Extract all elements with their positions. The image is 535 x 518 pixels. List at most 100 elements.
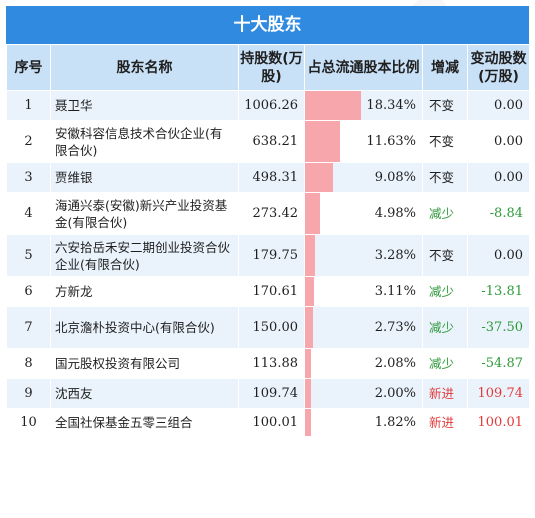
header-shares: 持股数(万股)	[238, 44, 305, 91]
table-row: 7 北京澹朴投资中心(有限合伙) 150.00 2.73% 减少 -37.50	[6, 306, 530, 349]
row-delta: 0.00	[467, 120, 530, 163]
row-change: 减少	[422, 276, 468, 307]
row-ratio: 2.00%	[374, 386, 416, 401]
row-ratio-cell: 18.34%	[304, 90, 423, 121]
row-change: 不变	[422, 162, 468, 193]
table-title: 十大股东	[6, 6, 529, 44]
row-delta: 0.00	[467, 162, 530, 193]
row-index: 9	[6, 378, 51, 409]
row-index: 5	[6, 234, 51, 277]
row-index: 1	[6, 90, 51, 121]
header-row: 序号 股东名称 持股数(万股) 占总流通股本比例 增减 变动股数(万股)	[6, 44, 530, 91]
table-row: 1 聂卫华 1006.26 18.34% 不变 0.00	[6, 90, 530, 121]
table-body: 1 聂卫华 1006.26 18.34% 不变 0.00 2 安徽科容信息技术合伙企业(有限合…	[6, 90, 530, 437]
row-delta: 109.74	[467, 378, 530, 409]
row-index: 6	[6, 276, 51, 307]
row-delta: 0.00	[467, 90, 530, 121]
table-row: 9 沈西友 109.74 2.00% 新进 109.74	[6, 378, 530, 409]
row-ratio-cell: 9.08%	[304, 162, 423, 193]
row-index: 4	[6, 192, 51, 235]
row-shares: 179.75	[238, 234, 305, 277]
row-ratio: 4.98%	[374, 206, 416, 221]
row-ratio-cell: 4.98%	[304, 192, 423, 235]
row-holder-name: 贾维银	[50, 162, 239, 193]
header-index: 序号	[6, 44, 51, 91]
header-ratio: 占总流通股本比例	[304, 44, 423, 91]
ratio-bar	[305, 121, 341, 162]
row-holder-name: 国元股权投资有限公司	[50, 348, 239, 379]
row-ratio-cell: 11.63%	[304, 120, 423, 163]
row-change: 新进	[422, 378, 468, 409]
row-delta: -8.84	[467, 192, 530, 235]
row-shares: 638.21	[238, 120, 305, 163]
row-holder-name: 六安拾岳禾安二期创业投资合伙企业(有限合伙)	[50, 234, 239, 277]
table-row: 3 贾维银 498.31 9.08% 不变 0.00	[6, 162, 530, 193]
row-holder-name: 海通兴泰(安徽)新兴产业投资基金(有限合伙)	[50, 192, 239, 235]
row-holder-name: 聂卫华	[50, 90, 239, 121]
ratio-bar	[305, 163, 333, 192]
row-ratio: 11.63%	[366, 134, 416, 149]
row-change: 不变	[422, 90, 468, 121]
row-delta: 100.01	[467, 408, 530, 437]
row-shares: 113.88	[238, 348, 305, 379]
table-row: 5 六安拾岳禾安二期创业投资合伙企业(有限合伙) 179.75 3.28% 不变 0.00	[6, 234, 530, 277]
row-index: 8	[6, 348, 51, 379]
table-row: 6 方新龙 170.61 3.11% 减少 -13.81	[6, 276, 530, 307]
row-change: 不变	[422, 234, 468, 277]
ratio-bar	[305, 193, 321, 234]
ratio-bar	[305, 409, 311, 436]
table-row: 8 国元股权投资有限公司 113.88 2.08% 减少 -54.87	[6, 348, 530, 379]
row-index: 10	[6, 408, 51, 437]
ratio-bar	[305, 91, 361, 120]
shareholders-table: 序号 股东名称 持股数(万股) 占总流通股本比例 增减 变动股数(万股) 1 聂卫…	[6, 44, 530, 437]
row-ratio: 3.11%	[374, 284, 416, 299]
row-holder-name: 全国社保基金五零三组合	[50, 408, 239, 437]
row-change: 减少	[422, 192, 468, 235]
row-shares: 100.01	[238, 408, 305, 437]
row-change: 新进	[422, 408, 468, 437]
header-delta: 变动股数(万股)	[467, 44, 530, 91]
row-ratio-cell: 2.00%	[304, 378, 423, 409]
row-shares: 1006.26	[238, 90, 305, 121]
row-ratio-cell: 2.08%	[304, 348, 423, 379]
row-delta: -37.50	[467, 306, 530, 349]
row-ratio: 2.08%	[374, 356, 416, 371]
row-shares: 150.00	[238, 306, 305, 349]
row-ratio: 18.34%	[366, 98, 416, 113]
ratio-bar	[305, 277, 315, 306]
row-delta: 0.00	[467, 234, 530, 277]
row-delta: -13.81	[467, 276, 530, 307]
row-holder-name: 沈西友	[50, 378, 239, 409]
row-ratio-cell: 3.11%	[304, 276, 423, 307]
ratio-bar	[305, 307, 314, 348]
ratio-bar	[305, 379, 312, 408]
row-change: 减少	[422, 348, 468, 379]
row-change: 不变	[422, 120, 468, 163]
ratio-bar	[305, 235, 315, 276]
row-holder-name: 北京澹朴投资中心(有限合伙)	[50, 306, 239, 349]
row-shares: 498.31	[238, 162, 305, 193]
row-shares: 170.61	[238, 276, 305, 307]
row-index: 2	[6, 120, 51, 163]
shareholders-panel: 十大股东 序号 股东名称 持股数(万股) 占总流通股本比例 增减 变动股数(万股…	[6, 6, 530, 437]
header-name: 股东名称	[50, 44, 239, 91]
row-index: 7	[6, 306, 51, 349]
row-holder-name: 方新龙	[50, 276, 239, 307]
table-row: 4 海通兴泰(安徽)新兴产业投资基金(有限合伙) 273.42 4.98% 减少 -8.8…	[6, 192, 530, 235]
row-ratio: 9.08%	[374, 170, 416, 185]
row-delta: -54.87	[467, 348, 530, 379]
ratio-bar	[305, 349, 312, 378]
row-change: 减少	[422, 306, 468, 349]
row-ratio: 3.28%	[374, 248, 416, 263]
row-ratio: 1.82%	[374, 415, 416, 430]
table-row: 2 安徽科容信息技术合伙企业(有限合伙) 638.21 11.63% 不变 0.00	[6, 120, 530, 163]
row-holder-name: 安徽科容信息技术合伙企业(有限合伙)	[50, 120, 239, 163]
row-shares: 109.74	[238, 378, 305, 409]
header-change: 增减	[422, 44, 468, 91]
row-ratio-cell: 1.82%	[304, 408, 423, 437]
row-ratio: 2.73%	[374, 320, 416, 335]
row-index: 3	[6, 162, 51, 193]
table-row: 10 全国社保基金五零三组合 100.01 1.82% 新进 100.01	[6, 408, 530, 437]
row-ratio-cell: 2.73%	[304, 306, 423, 349]
row-shares: 273.42	[238, 192, 305, 235]
